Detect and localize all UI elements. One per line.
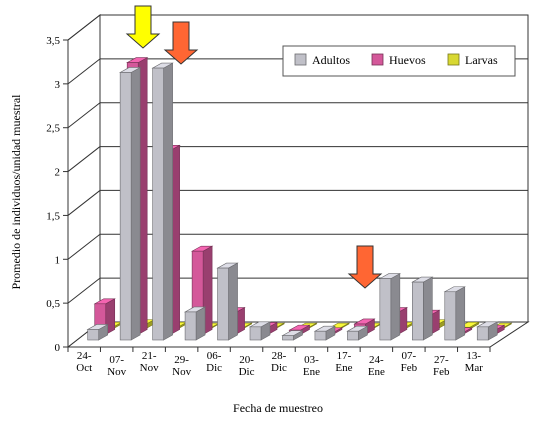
- bar-front: [184, 311, 197, 341]
- side-wall: [67, 13, 101, 349]
- y-tick-label: 2,5: [46, 123, 60, 135]
- bar-side: [163, 62, 173, 341]
- x-tick-label: 21-: [142, 350, 157, 362]
- y-tick-label: 1,5: [46, 210, 60, 222]
- y-tick-labels: 0 0,5 1 1,5 2 2,5 3 3,5: [46, 35, 60, 354]
- legend-swatch: [371, 53, 384, 66]
- gridline-side: [67, 58, 101, 85]
- y-tick-label: 3: [55, 79, 61, 91]
- x-tick-label: 24-: [77, 350, 92, 362]
- x-axis-title: Fecha de muestreo: [233, 401, 323, 415]
- x-tick-label: 03-: [304, 354, 319, 366]
- x-tick-label: Nov: [140, 362, 159, 374]
- bar-front: [152, 67, 164, 341]
- arrow-icon: [347, 245, 383, 289]
- bar-adultos: [346, 325, 369, 341]
- bar-adultos: [281, 330, 304, 341]
- x-tick-label: 06-: [207, 350, 222, 362]
- bar-front: [314, 330, 327, 341]
- bar-front: [412, 281, 424, 341]
- bar-front: [347, 330, 359, 341]
- bar-adultos: [151, 62, 174, 341]
- x-tick-label: Ene: [303, 366, 320, 378]
- bar-side: [228, 262, 238, 341]
- x-tick-label: 13-: [466, 350, 481, 362]
- bar-front: [379, 278, 392, 341]
- y-tick-label: 1: [55, 254, 61, 266]
- x-tick-label: Nov: [107, 366, 126, 378]
- gridline-side: [67, 233, 101, 260]
- x-tick-label: 28-: [272, 350, 287, 362]
- x-tick-label: 29-: [174, 354, 189, 366]
- bar-front: [87, 329, 99, 341]
- bar-side: [423, 276, 433, 341]
- x-tick-label: Ene: [368, 366, 385, 378]
- bar-side: [195, 306, 206, 341]
- x-tick-labels: 24-Oct07-Nov21-Nov29-Nov06-Dic20-Dic28-D…: [76, 350, 483, 378]
- bar-side: [455, 286, 466, 341]
- legend-swatch: [447, 53, 460, 66]
- bar-front: [217, 267, 229, 341]
- x-tick-label: Dic: [239, 366, 255, 378]
- bar-adultos: [476, 321, 499, 341]
- y-tick-label: 0: [55, 342, 61, 354]
- y-tick-label: 2: [55, 167, 61, 179]
- bar-front: [476, 326, 489, 341]
- bar-adultos: [118, 66, 142, 341]
- legend-label: Larvas: [465, 53, 498, 67]
- x-tick-label: 17-: [337, 350, 352, 362]
- x-tick-label: 20-: [239, 354, 254, 366]
- y-tick-label: 3,5: [46, 35, 60, 47]
- x-tick-label: Ene: [335, 362, 352, 374]
- gridline-side: [67, 14, 101, 41]
- legend: Adultos Huevos Larvas: [282, 45, 516, 77]
- y-axis-title: Promedio de individuos/unidad muestral: [9, 94, 23, 290]
- bar-front: [249, 326, 262, 341]
- gridline-side: [67, 102, 101, 129]
- x-tick-label: Dic: [206, 362, 222, 374]
- arrow-icon: [163, 21, 199, 65]
- arrows: [125, 5, 383, 289]
- legend-swatch: [294, 53, 307, 66]
- gridline-side: [67, 277, 101, 304]
- gridline-side: [67, 146, 101, 172]
- bars: [86, 57, 513, 341]
- x-tick-label: Feb: [401, 362, 418, 374]
- x-tick-label: Mar: [465, 362, 484, 374]
- legend-label: Huevos: [389, 53, 426, 67]
- bar-adultos: [183, 306, 207, 341]
- bar-adultos: [411, 276, 434, 341]
- legend-label: Adultos: [312, 53, 350, 67]
- x-tick-label: Feb: [433, 366, 450, 378]
- bar-adultos: [86, 323, 109, 341]
- bar-adultos: [378, 273, 402, 341]
- bar-front: [444, 291, 457, 341]
- x-tick-label: Nov: [172, 366, 191, 378]
- bar-adultos: [248, 321, 272, 341]
- bar-adultos: [216, 262, 239, 341]
- legend-box: [282, 45, 516, 77]
- bar-side: [130, 66, 141, 341]
- bar-front: [119, 72, 132, 341]
- bar-front: [282, 335, 294, 341]
- x-tick-label: Dic: [271, 362, 287, 374]
- x-tick-label: 24-: [369, 354, 384, 366]
- bar-adultos: [443, 286, 466, 341]
- x-tick-label: 07-: [109, 354, 124, 366]
- gridline-side: [67, 190, 101, 216]
- x-tick-label: Oct: [76, 362, 92, 374]
- arrow-icon: [125, 5, 161, 49]
- bar-side: [390, 273, 401, 341]
- y-tick-label: 0,5: [46, 298, 60, 310]
- x-tick-label: 27-: [434, 354, 449, 366]
- bar-adultos: [313, 325, 337, 341]
- x-tick-label: 07-: [402, 350, 417, 362]
